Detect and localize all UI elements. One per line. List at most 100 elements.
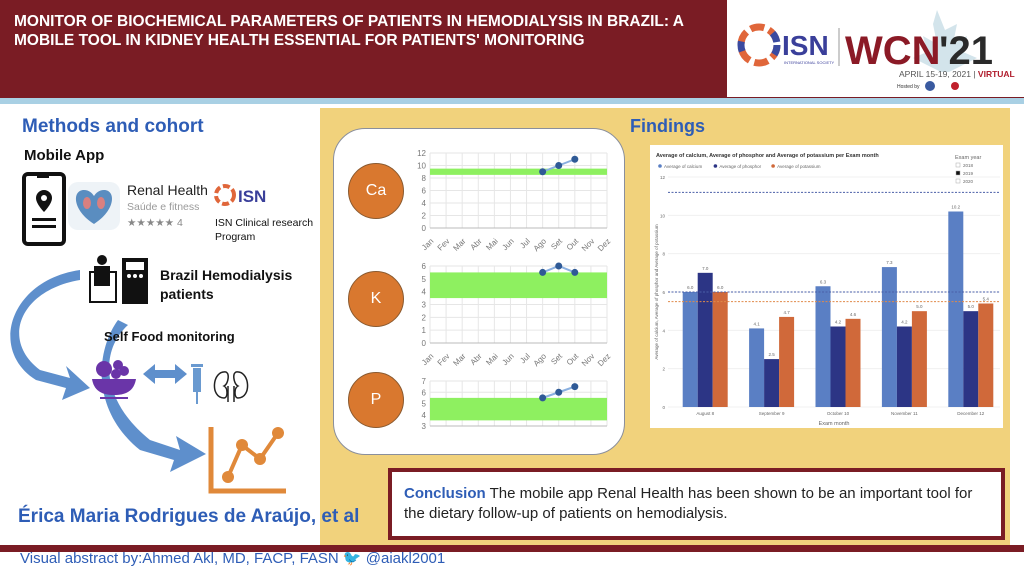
data-label: 10.2 bbox=[951, 205, 960, 210]
month-label: Jun bbox=[500, 352, 515, 367]
chart-title: Average of calcium, Average of phosphor … bbox=[656, 153, 879, 159]
y-tick-label: 7 bbox=[422, 378, 427, 386]
y-tick-label: 6 bbox=[422, 187, 427, 196]
month-label: Nov bbox=[580, 237, 596, 253]
reference-band bbox=[430, 397, 607, 421]
line-chart-p: 3 4 5 6 7 bbox=[422, 378, 608, 431]
rating-count: 4 bbox=[177, 217, 183, 229]
x-tick-label: August 8 bbox=[696, 411, 714, 416]
month-label: Abr bbox=[469, 351, 484, 366]
bar-chart-panel: Average of calcium, Average of phosphor … bbox=[650, 145, 1003, 428]
month-label: Fev bbox=[436, 237, 452, 253]
month-label: Jun bbox=[500, 237, 515, 252]
month-label: Mai bbox=[484, 352, 500, 368]
bar bbox=[682, 292, 698, 407]
circle-k: K bbox=[348, 271, 404, 327]
logo-graphic: ISN INTERNATIONAL SOCIETY WCN '21 APRIL … bbox=[737, 10, 1015, 91]
month-label: Jul bbox=[518, 237, 532, 251]
month-label: Ago bbox=[532, 351, 549, 368]
data-label: 4.7 bbox=[783, 310, 790, 315]
data-label: 2.5 bbox=[768, 352, 775, 357]
legend-marker bbox=[658, 164, 662, 168]
month-label: Set bbox=[549, 351, 564, 366]
month-label: Ago bbox=[532, 236, 549, 253]
y-tick-label: 10 bbox=[660, 213, 666, 218]
bar bbox=[845, 318, 861, 407]
legend-label: Average of phosphor bbox=[719, 164, 761, 169]
fruit-basket-icon bbox=[92, 360, 136, 399]
y-tick-label: 5 bbox=[422, 400, 427, 409]
data-label: 7.3 bbox=[886, 260, 893, 265]
y-tick-label: 8 bbox=[662, 252, 665, 257]
data-label: 5.0 bbox=[916, 304, 923, 309]
data-label: 4.2 bbox=[835, 320, 842, 325]
twitter-handle[interactable]: @aiakl2001 bbox=[365, 550, 446, 567]
month-label: Jul bbox=[518, 352, 532, 366]
filter-option: 2019 bbox=[963, 171, 974, 176]
bar bbox=[749, 328, 765, 407]
bar bbox=[881, 267, 897, 407]
data-point bbox=[571, 383, 579, 391]
bar bbox=[830, 326, 846, 407]
app-name: Renal Health bbox=[127, 182, 208, 198]
data-label: 6.0 bbox=[687, 285, 694, 290]
bar bbox=[963, 311, 979, 407]
bar bbox=[948, 211, 964, 407]
y-axis-label: Average of calcium, Average of phosphor … bbox=[654, 224, 659, 360]
isn-text: ISN bbox=[782, 30, 829, 61]
isn-program-label: ISN Clinical research Program bbox=[215, 217, 314, 243]
circle-ca: Ca bbox=[348, 163, 404, 219]
footer-bar bbox=[0, 545, 1024, 552]
y-tick-label: 2 bbox=[422, 212, 427, 221]
svg-text:INTERNATIONAL SOCIETY: INTERNATIONAL SOCIETY bbox=[784, 60, 835, 65]
filter-checkbox[interactable] bbox=[955, 162, 961, 168]
y-tick-label: 3 bbox=[422, 301, 427, 310]
footer: Visual abstract by:Ahmed Akl, MD, FACP, … bbox=[20, 549, 445, 569]
filter-title: Exam year bbox=[955, 155, 981, 161]
filter-checkbox[interactable] bbox=[955, 178, 961, 184]
data-label: 5.4 bbox=[983, 297, 990, 302]
kidneys-icon bbox=[213, 371, 249, 402]
y-tick-label: 2 bbox=[662, 367, 665, 372]
data-point bbox=[539, 168, 547, 176]
data-point bbox=[539, 394, 547, 402]
line-chart-ca: 0 2 4 6 8 10 12 Jan Fev Mar Abr Mai Jun Jul Ago Set Out N… bbox=[417, 149, 612, 253]
x-tick-label: October 10 bbox=[827, 411, 850, 416]
twitter-icon[interactable]: 🐦 bbox=[342, 550, 362, 567]
x-axis-label: Exam month bbox=[819, 421, 850, 427]
y-tick-label: 5 bbox=[422, 275, 427, 284]
y-tick-label: 1 bbox=[422, 326, 427, 335]
x-tick-label: September 9 bbox=[759, 411, 785, 416]
findings-heading: Findings bbox=[630, 116, 705, 136]
phone-location-icon bbox=[22, 172, 66, 246]
renal-health-app-icon[interactable] bbox=[68, 182, 120, 230]
month-label: Jan bbox=[420, 352, 435, 367]
x-tick-label: November 11 bbox=[891, 411, 918, 416]
conclusion-text: The mobile app Renal Health has been sho… bbox=[404, 485, 973, 522]
legend-marker bbox=[713, 164, 718, 168]
isn-logo: ISN bbox=[214, 184, 266, 206]
line-chart-k: 0 1 2 3 4 5 6 Jan Fev Mar Abr Mai Jun Jul Ago Set Out Nov… bbox=[420, 262, 612, 368]
line-chart-icon bbox=[208, 427, 286, 494]
data-label: 7.0 bbox=[702, 266, 709, 271]
conclusion-label: Conclusion bbox=[404, 485, 486, 502]
y-tick-label: 0 bbox=[422, 339, 427, 348]
svg-text:ISN: ISN bbox=[238, 187, 266, 206]
filter-checkbox[interactable] bbox=[955, 170, 961, 176]
y-tick-label: 6 bbox=[662, 290, 665, 295]
wcn21-logo: ISN INTERNATIONAL SOCIETY WCN '21 APRIL … bbox=[727, 0, 1024, 97]
month-label: Dez bbox=[596, 352, 612, 368]
month-label: Mar bbox=[451, 351, 467, 367]
footer-credit: Visual abstract by:Ahmed Akl, MD, FACP, … bbox=[20, 550, 339, 567]
self-food-label: Self Food monitoring bbox=[104, 329, 235, 344]
y-tick-label: 12 bbox=[417, 149, 426, 158]
circle-p: P bbox=[348, 372, 404, 428]
y-tick-label: 6 bbox=[422, 262, 427, 271]
reference-band bbox=[430, 168, 607, 175]
data-point bbox=[571, 268, 579, 276]
data-point bbox=[539, 268, 547, 276]
y-tick-label: 8 bbox=[422, 174, 427, 183]
month-label: Dez bbox=[596, 237, 612, 253]
month-label: Abr bbox=[469, 236, 484, 251]
patients-label: Brazil Hemodialysis patients bbox=[160, 267, 293, 302]
